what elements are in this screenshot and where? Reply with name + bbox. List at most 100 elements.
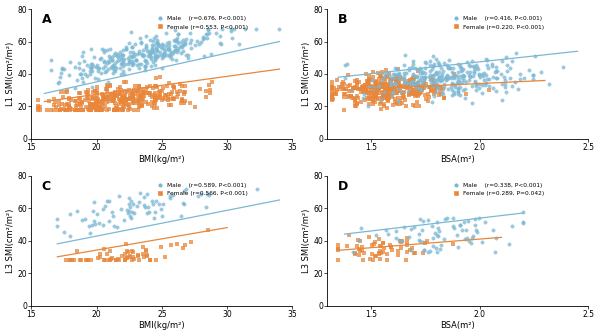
Point — [150, 90, 160, 95]
Point — [125, 57, 134, 63]
Point — [128, 249, 137, 255]
Point — [103, 87, 112, 92]
Point — [128, 93, 138, 99]
Point — [457, 66, 466, 71]
Legend: Male    (r=0.676, P<0.001), Female (r=0.553, P<0.001): Male (r=0.676, P<0.001), Female (r=0.553… — [154, 16, 248, 30]
Point — [416, 65, 425, 70]
Point — [65, 107, 75, 112]
Point — [110, 93, 119, 98]
Point — [142, 210, 152, 216]
Point — [371, 92, 381, 97]
Point — [128, 100, 138, 106]
Point — [436, 78, 445, 83]
Point — [152, 94, 161, 99]
Point — [91, 107, 100, 112]
Point — [109, 94, 118, 99]
Point — [398, 90, 408, 95]
Point — [217, 26, 226, 31]
Point — [79, 58, 88, 64]
Point — [138, 89, 148, 94]
Point — [62, 87, 72, 93]
Point — [453, 61, 463, 67]
Point — [434, 228, 443, 234]
Point — [431, 89, 441, 94]
Point — [383, 73, 393, 78]
Point — [419, 76, 428, 81]
Point — [385, 78, 394, 83]
Point — [383, 74, 392, 79]
Point — [71, 98, 80, 104]
Point — [112, 105, 122, 111]
Point — [128, 61, 138, 66]
Point — [395, 88, 405, 93]
Point — [379, 101, 388, 107]
Point — [166, 91, 176, 96]
Point — [405, 84, 415, 90]
Point — [98, 222, 107, 228]
Point — [409, 225, 419, 230]
Point — [123, 211, 133, 216]
Point — [328, 96, 338, 102]
Point — [425, 58, 435, 64]
Point — [215, 33, 225, 39]
Point — [138, 90, 148, 95]
Point — [427, 99, 436, 105]
Point — [344, 83, 353, 88]
Point — [131, 57, 140, 62]
Point — [104, 257, 114, 263]
Point — [117, 56, 127, 61]
Point — [356, 225, 365, 231]
Point — [488, 86, 498, 91]
Point — [111, 257, 121, 263]
Point — [423, 249, 433, 255]
Point — [155, 89, 164, 94]
Point — [161, 92, 170, 98]
Point — [487, 64, 497, 69]
Point — [464, 63, 473, 68]
Point — [368, 97, 377, 103]
Point — [137, 97, 147, 102]
Point — [154, 52, 164, 58]
Point — [119, 94, 129, 99]
Point — [349, 249, 358, 255]
Point — [453, 88, 463, 94]
Point — [151, 101, 160, 107]
Point — [128, 60, 138, 66]
Point — [113, 54, 122, 59]
Point — [108, 95, 118, 100]
Point — [428, 244, 437, 249]
Point — [430, 231, 440, 236]
Point — [131, 57, 141, 62]
Point — [474, 72, 484, 78]
Point — [147, 103, 157, 109]
Point — [374, 85, 383, 91]
Point — [381, 75, 391, 80]
Point — [419, 247, 429, 252]
Point — [157, 88, 167, 94]
Point — [401, 79, 411, 84]
Point — [86, 102, 95, 108]
Point — [186, 45, 196, 51]
Point — [122, 97, 131, 103]
Point — [162, 83, 172, 88]
Point — [386, 82, 396, 87]
Point — [129, 107, 139, 112]
Point — [413, 79, 423, 84]
Point — [400, 76, 409, 82]
Point — [253, 186, 262, 191]
Point — [95, 254, 104, 260]
Point — [76, 71, 85, 76]
Point — [129, 210, 139, 216]
Point — [445, 74, 454, 79]
Point — [327, 88, 337, 93]
Point — [425, 69, 435, 74]
Point — [96, 105, 106, 111]
Point — [413, 93, 422, 99]
Point — [143, 53, 152, 59]
Point — [455, 65, 464, 70]
Point — [386, 245, 396, 250]
Point — [421, 83, 430, 89]
Point — [99, 96, 109, 101]
Point — [153, 41, 163, 47]
Point — [418, 83, 427, 88]
